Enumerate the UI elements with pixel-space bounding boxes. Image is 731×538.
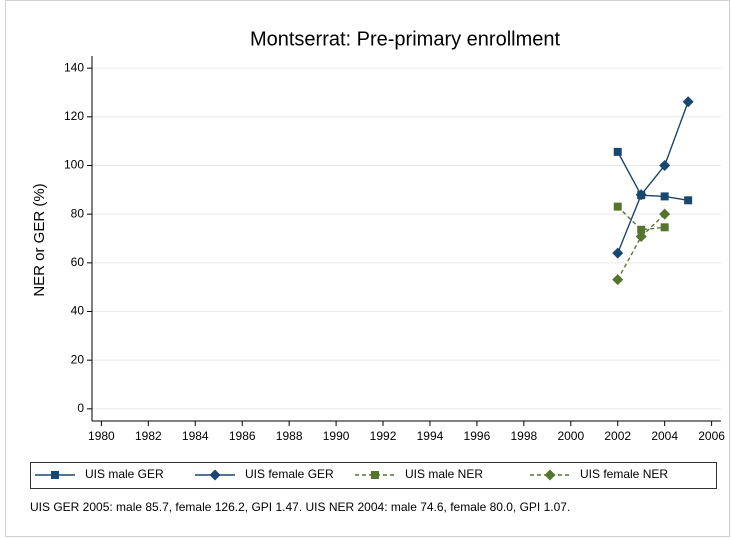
y-tick-label: 40	[71, 304, 85, 318]
x-tick-label: 1988	[276, 429, 303, 443]
y-tick-label: 60	[71, 255, 85, 269]
x-tick-label: 1984	[182, 429, 209, 443]
series-line	[617, 151, 689, 201]
y-tick-label: 120	[64, 109, 84, 123]
marker	[612, 247, 624, 259]
marker	[612, 274, 624, 286]
marker	[684, 196, 693, 205]
y-axis-label: NER or GER (%)	[31, 183, 48, 296]
y-tick-label: 100	[64, 158, 84, 172]
x-tick-label: 2002	[604, 429, 631, 443]
x-tick-label: 1994	[417, 429, 444, 443]
legend-marker	[544, 469, 556, 481]
x-tick-label: 1990	[323, 429, 350, 443]
marker	[659, 208, 671, 220]
marker	[637, 225, 646, 234]
y-tick-label: 140	[64, 60, 84, 74]
marker	[682, 96, 694, 108]
marker	[635, 231, 647, 243]
legend-marker	[371, 471, 379, 479]
x-tick-label: 1982	[135, 429, 162, 443]
x-tick-label: 1996	[464, 429, 491, 443]
marker	[613, 202, 622, 211]
legend-label: UIS male NER	[405, 467, 483, 481]
frame	[5, 0, 730, 537]
x-tick-label: 1992	[370, 429, 397, 443]
legend-label: UIS male GER	[85, 467, 164, 481]
marker	[635, 189, 647, 201]
marker	[613, 147, 622, 156]
legend-marker	[209, 469, 221, 481]
x-tick-label: 1998	[510, 429, 537, 443]
legend-label: UIS female NER	[580, 467, 668, 481]
note: UIS GER 2005: male 85.7, female 126.2, G…	[30, 500, 570, 514]
y-tick-label: 80	[71, 206, 85, 220]
x-tick-label: 1980	[88, 429, 115, 443]
legend-marker	[51, 471, 59, 479]
y-tick-label: 20	[71, 352, 85, 366]
legend-label: UIS female GER	[245, 467, 334, 481]
marker	[659, 160, 671, 171]
x-tick-label: 2004	[651, 429, 678, 443]
marker	[660, 192, 669, 201]
x-tick-label: 2006	[698, 429, 725, 443]
marker	[660, 223, 669, 232]
series-line	[617, 101, 689, 254]
chart-title: Montserrat: Pre-primary enrollment	[250, 28, 561, 50]
series-line	[617, 206, 665, 231]
y-tick-label: 0	[77, 401, 84, 415]
x-tick-label: 1986	[229, 429, 256, 443]
x-tick-label: 2000	[557, 429, 584, 443]
